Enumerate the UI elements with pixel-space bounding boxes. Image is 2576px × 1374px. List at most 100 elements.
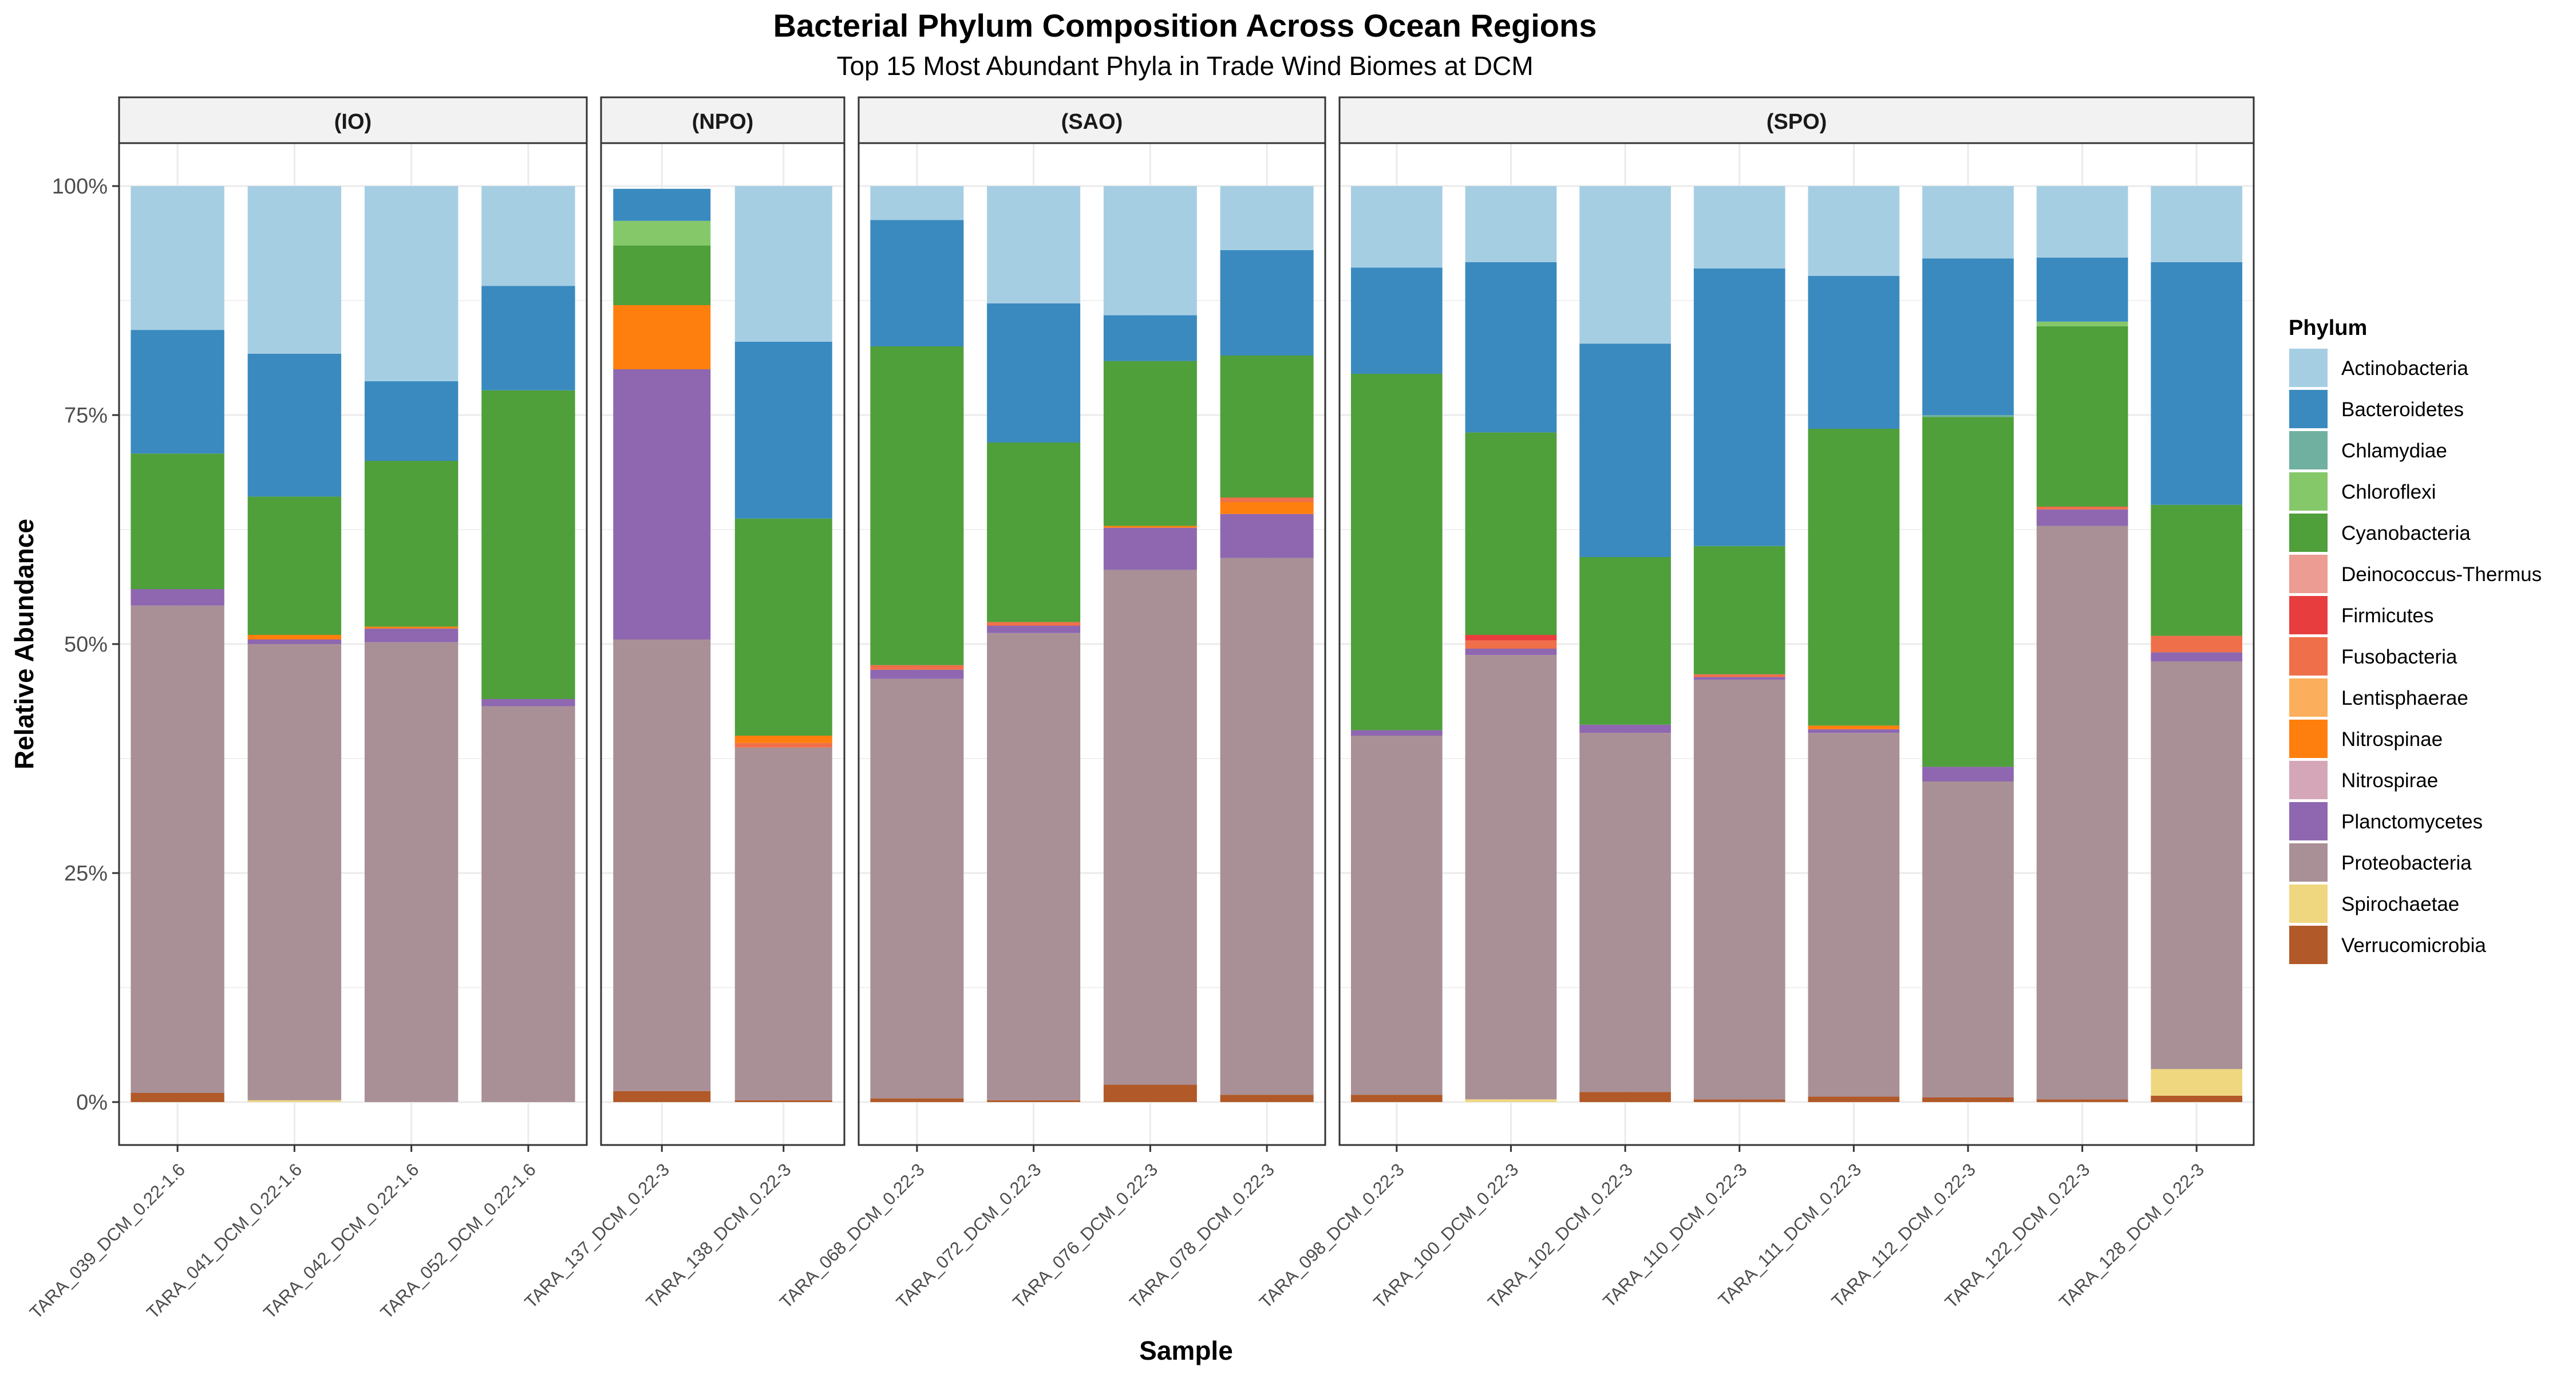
bar-segment-verrucomicrobia — [1579, 1092, 1671, 1102]
legend-label: Nitrospinae — [2341, 728, 2443, 751]
legend-label: Deinococcus-Thermus — [2341, 563, 2542, 586]
bar-segment-verrucomicrobia — [870, 1098, 964, 1102]
bar-segment-cyanobacteria — [481, 390, 575, 699]
bar-segment-bacteroidetes — [131, 330, 224, 454]
bar-segment-proteobacteria — [1220, 558, 1314, 1095]
bar-segment-cyanobacteria — [2151, 504, 2243, 636]
bar-segment-actinobacteria — [1103, 186, 1197, 315]
bar-segment-planctomycetes — [870, 669, 964, 679]
bar-segment-fusobacteria — [734, 743, 832, 748]
bar-segment-cyanobacteria — [1465, 432, 1557, 635]
bar-segment-proteobacteria — [734, 747, 832, 1100]
bar-segment-bacteroidetes — [1579, 344, 1671, 557]
facet-strip — [858, 96, 1326, 144]
legend-swatch — [2288, 389, 2329, 429]
bar-segment-nitrospinae — [1103, 526, 1197, 528]
bar-segment-actinobacteria — [1693, 186, 1785, 269]
bar-segment-cyanobacteria — [247, 496, 342, 635]
legend-swatch — [2288, 718, 2329, 759]
bar-segment-cyanobacteria — [364, 461, 459, 627]
y-axis-title: Relative Abundance — [9, 519, 39, 769]
bar-segment-planctomycetes — [481, 699, 575, 706]
legend-swatch — [2288, 471, 2329, 512]
bar-segment-planctomycetes — [1103, 527, 1197, 570]
legend-swatch — [2288, 430, 2329, 471]
bar-segment-verrucomicrobia — [734, 1100, 832, 1102]
bar-segment-cyanobacteria — [734, 518, 832, 736]
bar-segment-planctomycetes — [1220, 514, 1314, 558]
bar-segment-bacteroidetes — [1103, 315, 1197, 361]
bar-segment-verrucomicrobia — [1808, 1096, 1900, 1102]
bar-segment-actinobacteria — [1808, 186, 1900, 276]
bar-segment-planctomycetes — [1808, 729, 1900, 733]
legend-swatch — [2288, 554, 2329, 594]
bar-segment-actinobacteria — [2036, 186, 2128, 258]
bar-segment-planctomycetes — [2151, 652, 2243, 662]
bar-segment-planctomycetes — [613, 369, 711, 639]
legend-swatch — [2288, 801, 2329, 842]
bar-segment-bacteroidetes — [613, 188, 711, 221]
bar-segment-bacteroidetes — [1922, 258, 2014, 415]
bar-segment-cyanobacteria — [987, 443, 1081, 622]
bar-segment-bacteroidetes — [364, 381, 459, 461]
bar-segment-cyanobacteria — [1808, 429, 1900, 726]
bar-segment-planctomycetes — [364, 628, 459, 642]
legend-label: Proteobacteria — [2341, 852, 2472, 874]
bar-segment-proteobacteria — [1465, 655, 1557, 1100]
bar-segment-cyanobacteria — [2036, 326, 2128, 507]
legend-swatch — [2288, 348, 2329, 388]
bar-segment-proteobacteria — [987, 633, 1081, 1100]
facet-label: (SAO) — [1061, 110, 1123, 134]
bar-segment-actinobacteria — [364, 186, 459, 381]
legend-label: Fusobacteria — [2341, 646, 2458, 668]
bar-segment-bacteroidetes — [987, 303, 1081, 443]
chart-title: Bacterial Phylum Composition Across Ocea… — [773, 7, 1597, 44]
bar-segment-nitrospinae — [1220, 502, 1314, 514]
panel-border — [1338, 142, 2255, 1146]
bar-segment-planctomycetes — [131, 589, 224, 606]
bar-segment-actinobacteria — [1579, 186, 1671, 344]
bar-segment-cyanobacteria — [1922, 417, 2014, 767]
bar-segment-fusobacteria — [2151, 635, 2243, 653]
bar-segment-bacteroidetes — [1693, 269, 1785, 546]
bar-segment-proteobacteria — [1693, 680, 1785, 1100]
bar-segment-cyanobacteria — [131, 453, 224, 589]
bar-segment-planctomycetes — [1693, 677, 1785, 680]
bar-segment-bacteroidetes — [481, 286, 575, 390]
bar-segment-chloroflexi — [2036, 321, 2128, 326]
bar-segment-actinobacteria — [131, 186, 224, 330]
bar-segment-actinobacteria — [1220, 186, 1314, 250]
bar-segment-cyanobacteria — [613, 246, 711, 305]
bar-segment-verrucomicrobia — [2036, 1099, 2128, 1102]
bar-segment-actinobacteria — [1350, 186, 1443, 268]
bar-segment-planctomycetes — [1465, 649, 1557, 656]
bar-segment-verrucomicrobia — [1693, 1099, 1785, 1102]
bar-segment-proteobacteria — [247, 644, 342, 1100]
bar-segment-verrucomicrobia — [131, 1093, 224, 1102]
bar-segment-proteobacteria — [1808, 733, 1900, 1097]
legend-swatch — [2288, 512, 2329, 553]
legend-label: Nitrospirae — [2341, 769, 2438, 792]
bar-segment-proteobacteria — [1579, 733, 1671, 1092]
bar-segment-spirochaetae — [247, 1100, 342, 1102]
bar-segment-actinobacteria — [2151, 186, 2243, 262]
bar-segment-planctomycetes — [2036, 509, 2128, 526]
bar-segment-fusobacteria — [870, 665, 964, 670]
legend-label: Spirochaetae — [2341, 893, 2459, 915]
facet-strip — [1338, 96, 2255, 144]
bar-segment-verrucomicrobia — [1220, 1095, 1314, 1102]
legend-swatch — [2288, 883, 2329, 924]
bar-segment-proteobacteria — [1103, 570, 1197, 1085]
bar-segment-spirochaetae — [2151, 1069, 2243, 1096]
legend-label: Chlamydiae — [2341, 440, 2447, 462]
y-tick-label: 0% — [76, 1091, 108, 1115]
bar-segment-nitrospinae — [247, 635, 342, 639]
bar-segment-fusobacteria — [2036, 507, 2128, 510]
chart-subtitle: Top 15 Most Abundant Phyla in Trade Wind… — [836, 51, 1534, 81]
bar-segment-cyanobacteria — [1220, 356, 1314, 498]
facet-label: (NPO) — [692, 110, 754, 134]
legend-label: Chloroflexi — [2341, 481, 2436, 503]
bar-segment-cyanobacteria — [1693, 546, 1785, 674]
legend-label: Planctomycetes — [2341, 811, 2483, 833]
bar-segment-cyanobacteria — [870, 346, 964, 665]
